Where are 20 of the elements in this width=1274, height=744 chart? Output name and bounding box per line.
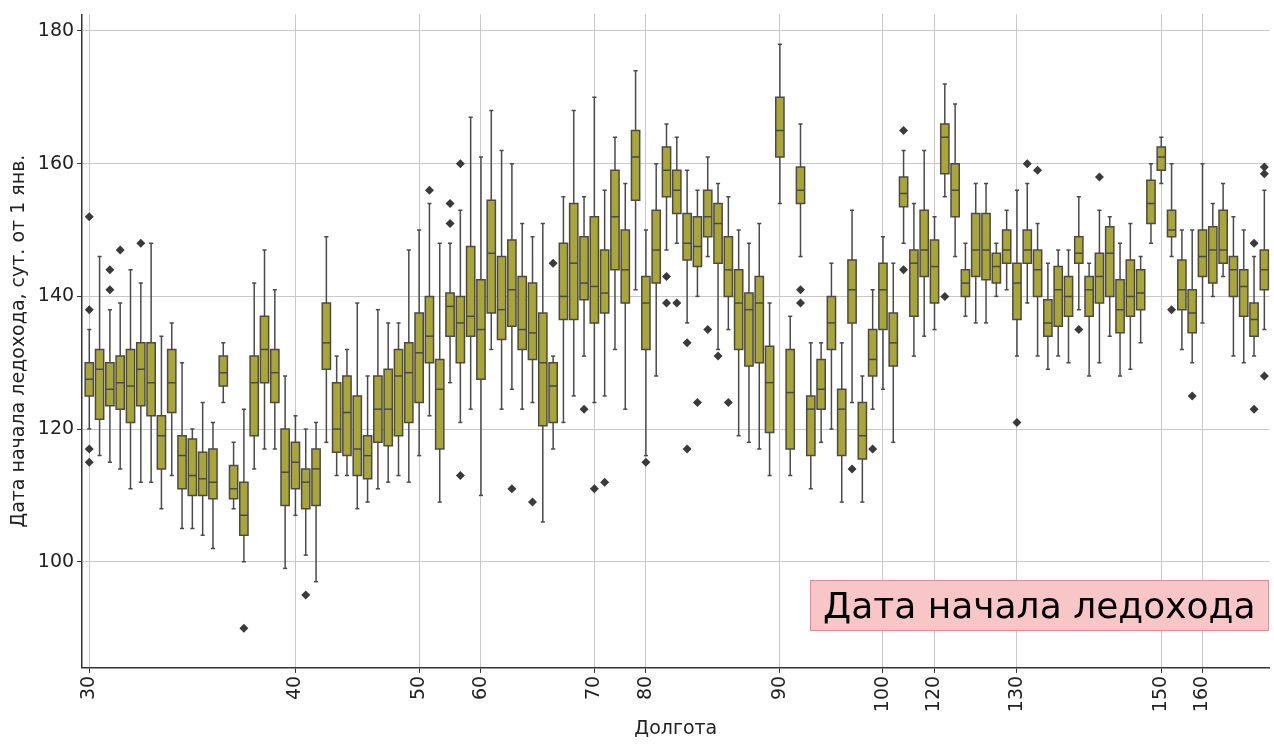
x-tick-label: 40 <box>282 675 305 701</box>
y-tick-label: 120 <box>37 416 75 439</box>
x-tick-label: 70 <box>581 675 604 701</box>
annotation: Дата начала ледохода <box>810 579 1269 631</box>
y-axis-title: Дата начала ледохода, сут. от 1 янв. <box>6 154 29 528</box>
x-tick-label: 80 <box>632 675 655 701</box>
x-tick-label: 100 <box>869 675 892 713</box>
y-tick-label: 100 <box>37 548 75 571</box>
x-tick-label: 130 <box>1003 675 1026 713</box>
x-tick-label: 160 <box>1189 675 1212 713</box>
y-tick-label: 180 <box>37 17 75 40</box>
x-tick-label: 60 <box>467 675 490 701</box>
x-tick-label: 90 <box>766 675 789 701</box>
x-tick-label: 50 <box>406 675 429 701</box>
y-tick-label: 140 <box>37 283 75 306</box>
x-tick-label: 30 <box>76 675 99 701</box>
x-axis-title: Долгота <box>634 715 718 738</box>
y-tick-label: 160 <box>37 150 75 173</box>
x-tick-label: 150 <box>1148 675 1171 713</box>
x-tick-label: 120 <box>921 675 944 713</box>
